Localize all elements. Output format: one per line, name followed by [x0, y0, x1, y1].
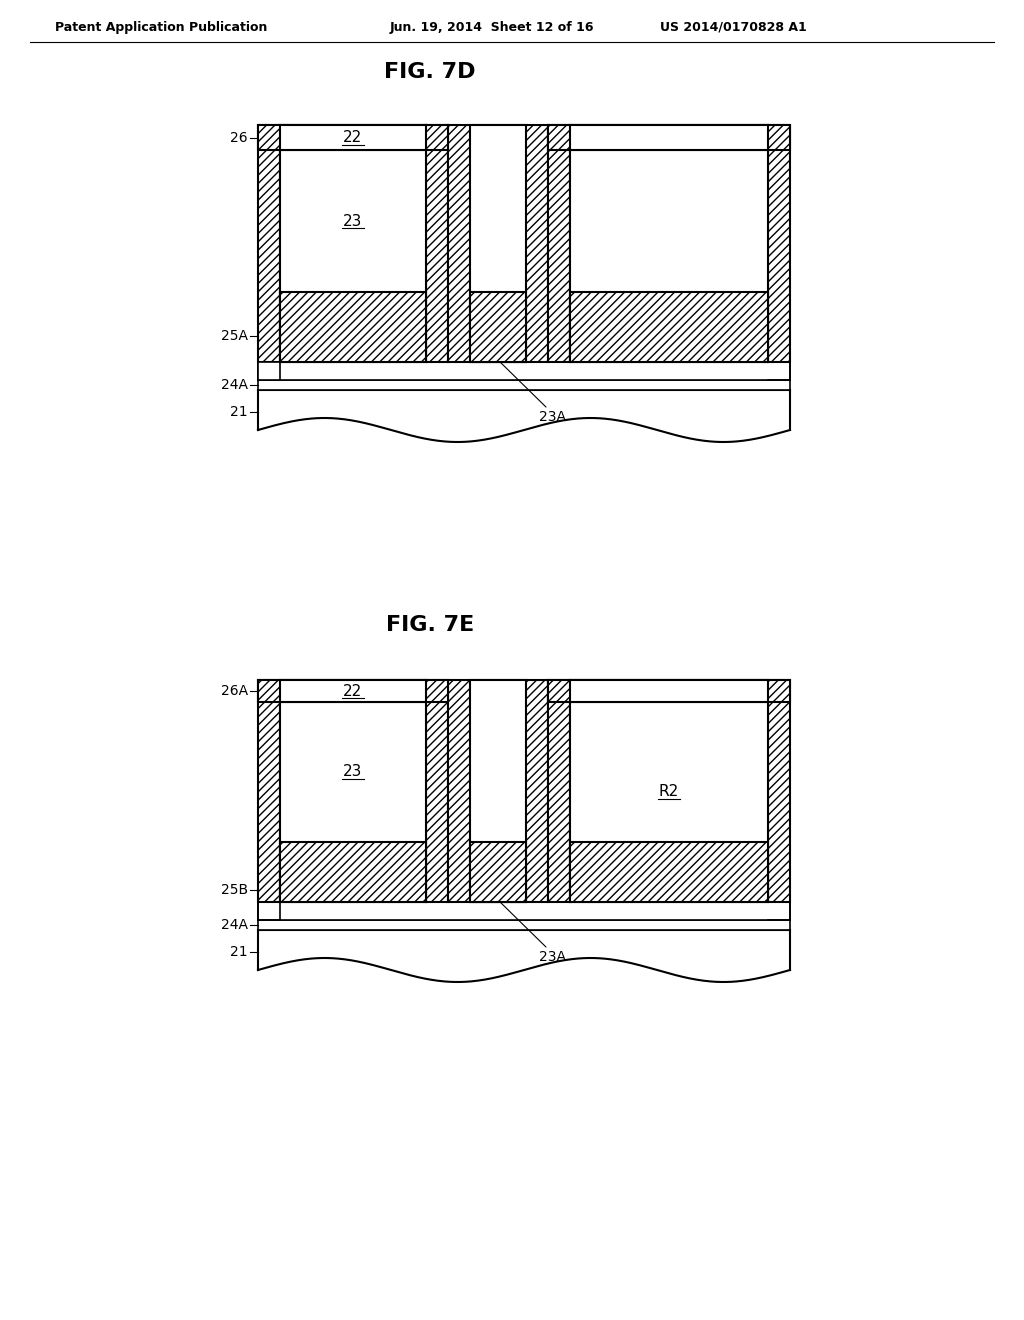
Text: FIG. 7E: FIG. 7E	[386, 615, 474, 635]
Bar	[470, 680, 526, 902]
Bar	[280, 292, 426, 362]
Text: Jun. 19, 2014  Sheet 12 of 16: Jun. 19, 2014 Sheet 12 of 16	[390, 21, 595, 33]
Text: 24A: 24A	[221, 378, 248, 392]
Bar	[570, 680, 768, 702]
Text: 21: 21	[230, 945, 248, 960]
Bar	[258, 362, 280, 380]
Bar	[470, 125, 526, 362]
Text: 23A: 23A	[540, 950, 566, 964]
Bar	[280, 680, 426, 902]
Text: 26: 26	[230, 131, 248, 144]
Text: 22: 22	[343, 684, 362, 698]
Bar	[768, 292, 790, 380]
Bar	[548, 680, 790, 702]
Bar	[570, 292, 768, 362]
Bar	[570, 125, 768, 362]
Bar	[768, 842, 790, 920]
Bar	[258, 902, 790, 920]
Bar	[258, 680, 280, 902]
Text: R2: R2	[658, 784, 679, 800]
Bar	[280, 125, 426, 362]
Text: 23: 23	[343, 764, 362, 780]
Bar	[258, 125, 280, 362]
Bar	[548, 125, 570, 362]
Bar	[426, 125, 449, 362]
Bar	[570, 842, 768, 902]
Text: 24A: 24A	[221, 917, 248, 932]
Text: US 2014/0170828 A1: US 2014/0170828 A1	[660, 21, 807, 33]
Text: Patent Application Publication: Patent Application Publication	[55, 21, 267, 33]
Bar	[570, 125, 768, 150]
Bar	[258, 362, 790, 380]
Text: 25A: 25A	[221, 329, 248, 343]
Bar	[280, 680, 426, 702]
Bar	[258, 380, 790, 389]
Bar	[280, 842, 426, 902]
Bar	[470, 292, 526, 362]
Bar	[768, 680, 790, 902]
Text: 25B: 25B	[221, 883, 248, 898]
Text: 21: 21	[230, 405, 248, 418]
Text: 23: 23	[343, 214, 362, 228]
Bar	[449, 125, 548, 362]
Bar	[426, 680, 449, 902]
Bar	[258, 920, 790, 931]
Bar	[258, 125, 449, 150]
Text: 22: 22	[343, 129, 362, 145]
Bar	[258, 842, 280, 920]
Bar	[280, 125, 426, 150]
Bar	[548, 680, 570, 902]
Text: 26A: 26A	[221, 684, 248, 698]
Bar	[470, 842, 526, 902]
Bar	[548, 125, 790, 150]
Bar	[258, 292, 280, 380]
Bar	[258, 680, 449, 702]
Bar	[449, 680, 548, 902]
Text: 23A: 23A	[540, 411, 566, 424]
Bar	[570, 680, 768, 902]
Bar	[768, 125, 790, 362]
Text: FIG. 7D: FIG. 7D	[384, 62, 476, 82]
